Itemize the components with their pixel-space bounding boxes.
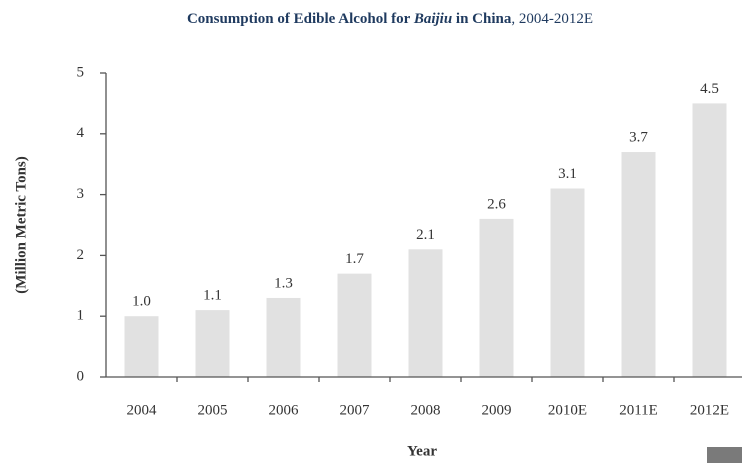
x-tick-label: 2009 (482, 402, 512, 418)
bar (337, 273, 372, 377)
bar (124, 316, 159, 377)
value-label: 3.1 (558, 166, 577, 182)
x-tick-label: 2007 (340, 402, 371, 418)
title-part: Baijiu (413, 11, 452, 27)
bar (692, 103, 727, 378)
x-tick-label: 2006 (269, 402, 300, 418)
y-tick-label: 1 (77, 308, 85, 324)
value-label: 2.6 (487, 196, 506, 212)
bar (479, 218, 514, 377)
value-label: 1.7 (345, 251, 364, 267)
corner-block (707, 447, 742, 463)
bar (266, 297, 301, 377)
x-tick-label: 2008 (411, 402, 441, 418)
bar (408, 249, 443, 377)
value-label: 3.7 (629, 129, 648, 145)
title-part: , 2004-2012E (511, 11, 593, 27)
x-tick-label: 2012E (690, 402, 729, 418)
y-tick-label: 3 (77, 186, 85, 202)
x-tick-label: 2011E (619, 402, 658, 418)
value-label: 2.1 (416, 227, 435, 243)
bar (550, 188, 585, 377)
y-tick-label: 2 (77, 247, 85, 263)
value-label: 1.0 (132, 294, 151, 310)
title-part: in China (452, 11, 512, 27)
y-axis-label: (Million Metric Tons) (13, 156, 29, 294)
x-tick-label: 2004 (127, 402, 158, 418)
value-label: 1.3 (274, 275, 293, 291)
y-tick-label: 4 (77, 125, 85, 141)
x-tick-label: 2005 (198, 402, 228, 418)
value-label: 4.5 (700, 81, 719, 97)
value-label: 1.1 (203, 288, 222, 304)
bar (195, 310, 230, 377)
y-tick-label: 5 (77, 64, 85, 80)
title-part: Consumption of Edible Alcohol for (187, 11, 414, 27)
y-tick-label: 0 (77, 368, 85, 384)
x-tick-label: 2010E (548, 402, 587, 418)
x-axis-label: Year (407, 443, 437, 459)
chart-title: Consumption of Edible Alcohol for Baijiu… (187, 11, 593, 27)
bar (621, 152, 656, 377)
